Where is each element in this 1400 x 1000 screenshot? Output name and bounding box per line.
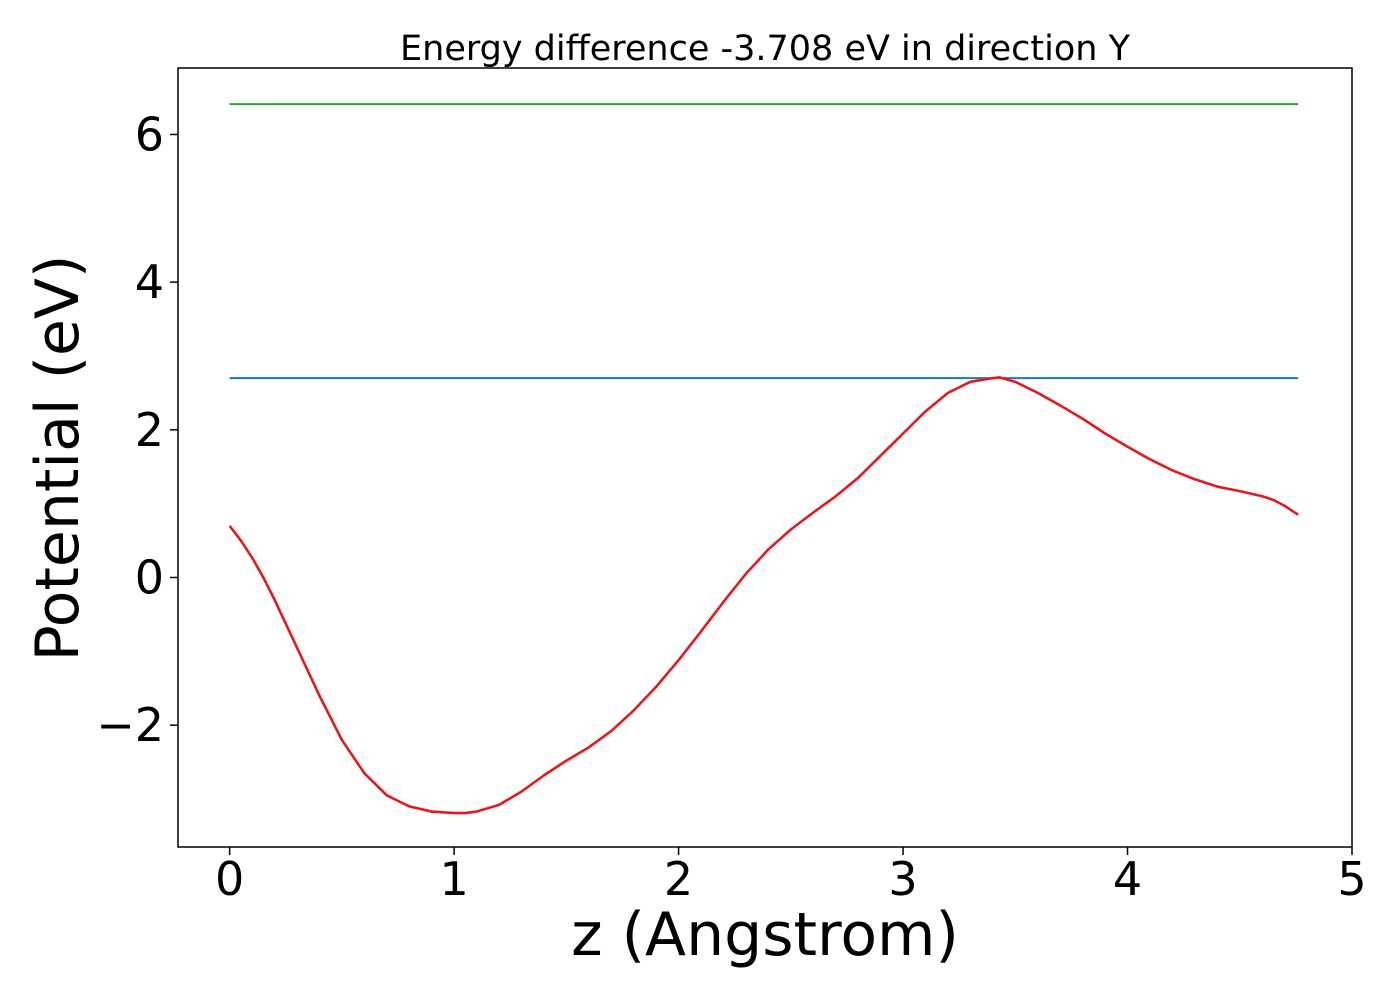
- plot-frame: [177, 67, 1353, 848]
- chart-title: Energy difference -3.708 eV in direction…: [400, 29, 1131, 69]
- y-tick-label: 2: [135, 403, 164, 457]
- x-tick-label: 0: [215, 852, 244, 906]
- y-tick-label: −2: [96, 698, 164, 752]
- x-tick-label: 3: [888, 852, 917, 906]
- x-tick-label: 5: [1337, 852, 1366, 906]
- plot-area: [228, 103, 1299, 815]
- x-tick-label: 4: [1113, 852, 1142, 906]
- y-tick-label: 4: [135, 255, 164, 309]
- x-tick-label: 1: [439, 852, 468, 906]
- series-line-3: [228, 376, 1299, 815]
- y-tick-label: 0: [135, 550, 164, 604]
- y-axis-label: Potential (eV): [23, 255, 93, 662]
- x-tick-label: 2: [664, 852, 693, 906]
- y-axis: −2 0 2 4 6: [96, 107, 178, 752]
- y-tick-label: 6: [135, 107, 164, 161]
- x-axis-label: z (Angstrom): [571, 900, 959, 970]
- x-axis: 0 1 2 3 4 5: [215, 847, 1367, 906]
